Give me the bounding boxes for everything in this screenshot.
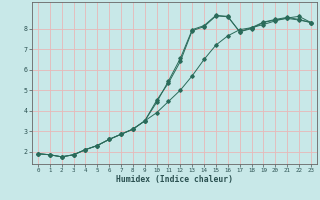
- X-axis label: Humidex (Indice chaleur): Humidex (Indice chaleur): [116, 175, 233, 184]
